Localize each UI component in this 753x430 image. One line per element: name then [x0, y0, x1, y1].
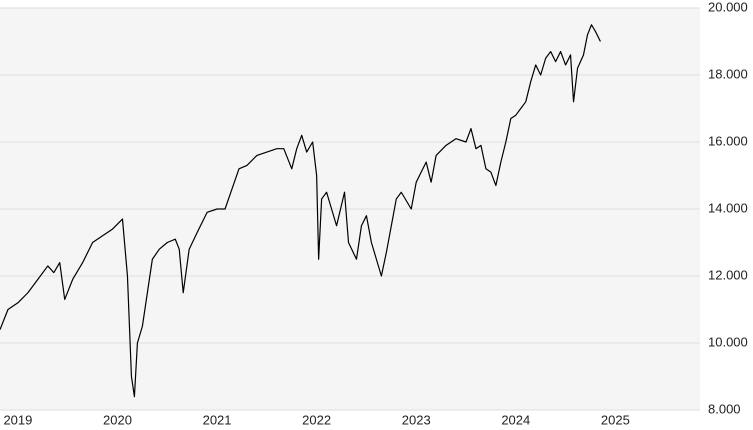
x-tick-label: 2025 [601, 412, 630, 427]
y-tick-label: 14.000 [708, 200, 748, 215]
x-tick-label: 2019 [3, 412, 32, 427]
x-tick-label: 2020 [103, 412, 132, 427]
x-tick-label: 2023 [402, 412, 431, 427]
x-tick-label: 2024 [501, 412, 530, 427]
y-tick-label: 16.000 [708, 133, 748, 148]
y-tick-label: 18.000 [708, 66, 748, 81]
y-tick-label: 20.000 [708, 0, 748, 14]
y-tick-label: 10.000 [708, 334, 748, 349]
y-tick-label: 8.000 [708, 401, 741, 416]
y-tick-label: 12.000 [708, 267, 748, 282]
x-tick-label: 2022 [302, 412, 331, 427]
x-tick-label: 2021 [203, 412, 232, 427]
price-line [0, 24, 601, 398]
